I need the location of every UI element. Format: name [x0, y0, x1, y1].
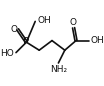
Text: OH: OH [38, 16, 51, 25]
Text: OH: OH [90, 36, 104, 45]
Text: HO: HO [0, 49, 14, 58]
Text: NH₂: NH₂ [50, 65, 67, 74]
Text: O: O [11, 25, 18, 34]
Text: O: O [69, 18, 76, 27]
Text: P: P [23, 37, 30, 47]
